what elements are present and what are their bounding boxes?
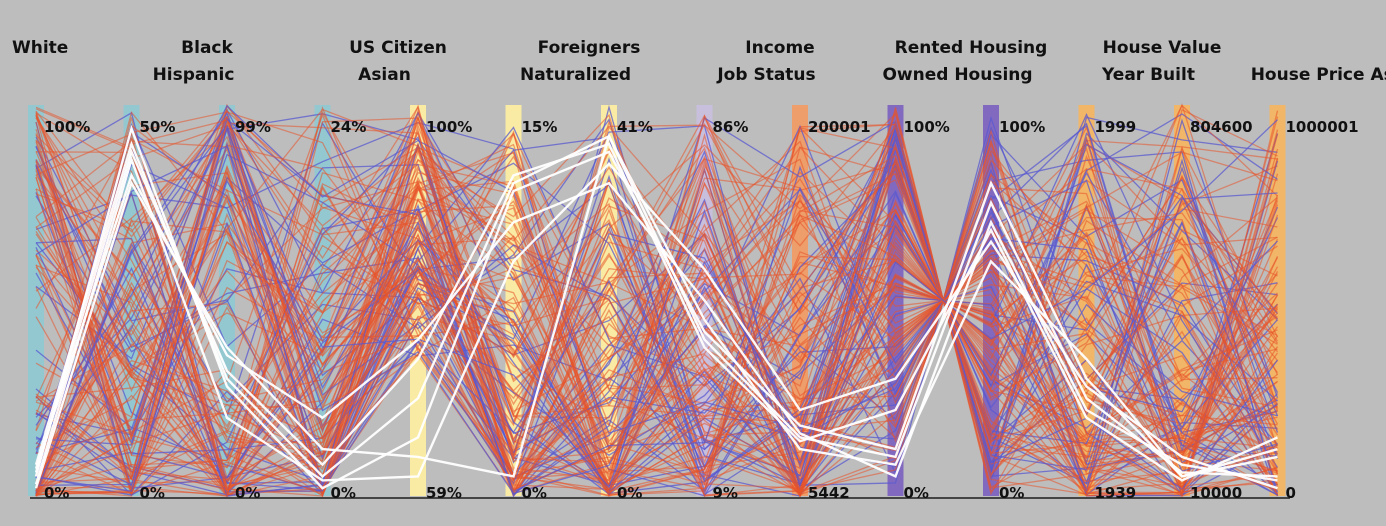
- data-line-120: [35, 110, 1278, 486]
- axis-label-owned-housing: Owned Housing: [882, 65, 1032, 85]
- data-line-134: [35, 117, 1279, 497]
- axis-max-naturalized: 15%: [522, 118, 558, 136]
- data-line-127: [35, 155, 1279, 497]
- data-line-123: [35, 142, 1278, 497]
- data-line-117: [35, 142, 1279, 493]
- data-line-141: [35, 119, 1278, 495]
- axis-min-house-price-asked: 0: [1286, 484, 1296, 502]
- data-line-100: [35, 112, 1278, 489]
- axis-max-asian: 24%: [331, 118, 367, 136]
- axis-min-hispanic: 0%: [140, 484, 165, 502]
- axis-max-rented-housing: 100%: [999, 118, 1045, 136]
- data-line-126: [35, 151, 1278, 494]
- data-line-101: [35, 117, 1278, 496]
- axis-max-white: 100%: [44, 118, 90, 136]
- data-line-138: [35, 125, 1279, 495]
- axis-label-house-price-asked: House Price Asked: [1251, 65, 1386, 85]
- axis-min-job-status: 9%: [713, 484, 738, 502]
- axis-max-hispanic: 50%: [140, 118, 176, 136]
- axis-max-house-price-asked: 1000001: [1286, 118, 1359, 136]
- data-line-130: [35, 132, 1279, 492]
- axis-min-naturalized: 0%: [522, 484, 547, 502]
- axis-label-black: Black: [181, 38, 233, 58]
- data-line-121: [35, 193, 1278, 491]
- axis-label-year-built: Year Built: [1101, 65, 1195, 85]
- data-line-128: [35, 104, 1279, 492]
- axis-label-us-citizen: US Citizen: [349, 38, 447, 58]
- highlighted-line-2: [34, 142, 1278, 482]
- data-line-122: [35, 122, 1279, 497]
- axis-max-foreigners: 41%: [617, 118, 653, 136]
- data-line-149: [35, 119, 1278, 492]
- axis-min-owned-housing: 0%: [904, 484, 929, 502]
- axis-max-year-built: 1999: [1095, 118, 1137, 136]
- data-line-94: [35, 164, 1279, 496]
- highlighted-line-5: [34, 133, 1278, 489]
- data-line-131: [35, 170, 1278, 497]
- highlighted-lines: [34, 124, 1278, 490]
- axis-min-asian: 0%: [331, 484, 356, 502]
- axis-label-rented-housing: Rented Housing: [895, 38, 1048, 58]
- axis-min-income: 5442: [808, 484, 850, 502]
- data-line-145: [35, 167, 1278, 497]
- data-line-144: [35, 148, 1279, 493]
- axis-min-white: 0%: [44, 484, 69, 502]
- data-line-137: [35, 107, 1279, 496]
- axis-min-black: 0%: [235, 484, 260, 502]
- data-line-114: [35, 106, 1279, 499]
- axis-label-foreigners: Foreigners: [538, 38, 641, 58]
- axis-label-job-status: Job Status: [716, 65, 815, 85]
- axis-label-income: Income: [745, 38, 814, 58]
- data-line-146: [35, 123, 1279, 492]
- data-line-132: [35, 108, 1278, 491]
- axis-label-naturalized: Naturalized: [520, 65, 631, 85]
- data-line-110: [35, 116, 1278, 496]
- axis-label-hispanic: Hispanic: [153, 65, 235, 85]
- data-lines: [35, 103, 1279, 499]
- axis-max-income: 200001: [808, 118, 871, 136]
- axis-max-us-citizen: 100%: [426, 118, 472, 136]
- axis-min-rented-housing: 0%: [999, 484, 1024, 502]
- data-line-118: [35, 116, 1279, 496]
- axis-min-foreigners: 0%: [617, 484, 642, 502]
- axis-label-white: White: [12, 38, 68, 58]
- axis-labels: White 100% 0% Hispanic 50% 0% Black 99% 0% Asian 2…: [12, 38, 1386, 502]
- data-line-148: [35, 177, 1279, 495]
- data-line-88: [35, 146, 1278, 497]
- axis-min-house-value: 10000: [1190, 484, 1242, 502]
- data-line-133: [35, 111, 1278, 494]
- data-line-57: [35, 113, 1279, 478]
- data-line-147: [35, 165, 1278, 495]
- axis-max-owned-housing: 100%: [904, 118, 950, 136]
- data-line-99: [35, 114, 1278, 493]
- axis-label-house-value: House Value: [1103, 38, 1222, 58]
- data-line-142: [35, 187, 1279, 451]
- axis-min-us-citizen: 59%: [426, 484, 462, 502]
- axis-max-black: 99%: [235, 118, 271, 136]
- axis-min-year-built: 1939: [1095, 484, 1137, 502]
- axis-max-job-status: 86%: [713, 118, 749, 136]
- highlighted-line-3: [34, 155, 1278, 490]
- data-line-15: [35, 119, 1279, 496]
- axis-label-asian: Asian: [358, 65, 411, 85]
- axis-max-house-value: 804600: [1190, 118, 1253, 136]
- highlighted-line-0: [34, 134, 1278, 479]
